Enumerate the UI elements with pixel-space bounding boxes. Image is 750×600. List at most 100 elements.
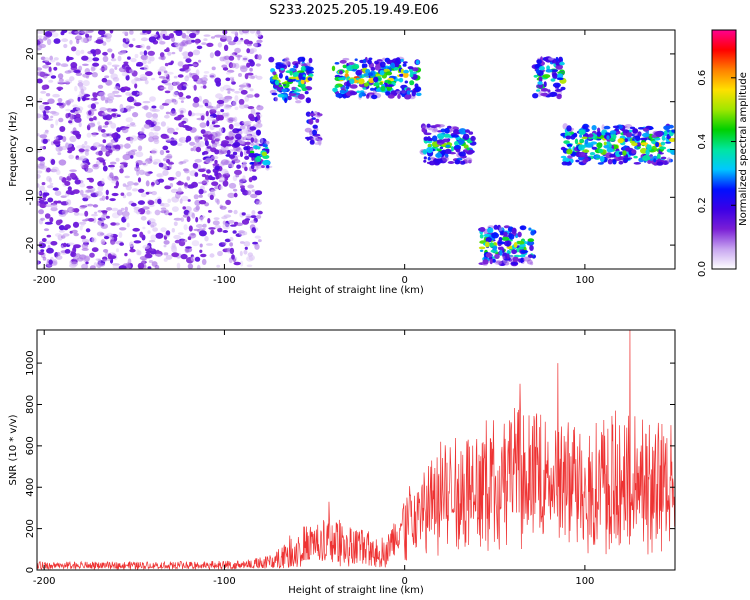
spectrogram-cell <box>230 62 237 69</box>
spectrogram-cell <box>272 76 279 80</box>
spectrogram-cell <box>178 137 183 143</box>
spectrogram-cell <box>217 250 223 257</box>
spectrogram-cell <box>62 242 67 248</box>
spectrogram-cell <box>314 142 322 146</box>
spectrogram-cell <box>169 110 177 116</box>
spectrogram-cell <box>169 183 174 188</box>
spectrogram-cell <box>242 231 248 236</box>
spectrogram-cell <box>173 221 178 227</box>
spectrogram-cell <box>160 30 168 37</box>
spectrogram-cell <box>112 90 120 94</box>
spectrogram-cell <box>261 165 265 169</box>
spectrogram-cell <box>107 92 116 98</box>
spectrogram-cell <box>655 130 663 138</box>
spectrogram-cell <box>37 113 42 119</box>
spectrogram-cell <box>120 207 125 211</box>
spectrogram-cell <box>387 80 392 85</box>
spectrogram-cell <box>240 260 244 267</box>
spectrogram-cell <box>127 181 134 186</box>
spectrogram-cell <box>281 82 288 85</box>
spectrogram-cell <box>157 178 165 183</box>
spectrogram-cell <box>204 140 209 147</box>
spectrogram-cell <box>44 213 51 219</box>
spectrogram-cell <box>233 192 238 198</box>
spectrogram-cell <box>491 232 499 239</box>
spectrogram-cell <box>502 255 506 260</box>
spectrogram-cell <box>198 194 203 198</box>
spectrogram-cell <box>122 31 129 34</box>
spectrogram-cell <box>198 200 207 205</box>
spectrogram-cell <box>287 79 294 83</box>
spectrogram-cell <box>119 168 124 174</box>
spectrogram-cell <box>180 239 188 243</box>
spectrogram-cell <box>220 109 225 113</box>
spectrogram-cell <box>46 247 54 254</box>
spectrogram-cell <box>160 121 166 127</box>
spectrogram-cell <box>231 254 235 260</box>
spectrogram-cell <box>101 133 110 138</box>
spectrogram-cell <box>412 67 419 72</box>
spectrogram-cell <box>69 191 75 195</box>
colorbar-tick-label: 0.4 <box>697 134 708 150</box>
spectrogram-cell <box>71 229 78 234</box>
spectrogram-cell <box>184 75 190 82</box>
spectrogram-cell <box>426 146 433 154</box>
snr-series-line <box>37 330 675 570</box>
spectrogram-cell <box>162 203 170 208</box>
spectrogram-cell <box>223 214 232 218</box>
spectrogram-cell <box>188 225 193 232</box>
spectrogram-cell <box>545 69 553 73</box>
spectrogram-cell <box>190 256 197 262</box>
spectrogram-cell <box>371 94 378 100</box>
spectrogram-cell <box>517 240 525 245</box>
spectrogram-cell <box>415 59 420 65</box>
spectrogram-cell <box>141 127 145 132</box>
spectrogram-cell <box>97 30 106 36</box>
spectrogram-cell <box>124 175 130 179</box>
spectrogram-cell <box>40 249 45 253</box>
spectrogram-cell <box>498 237 503 242</box>
spectrogram-cell <box>430 156 435 160</box>
spectrogram-cell <box>518 246 524 250</box>
spectrogram-cell <box>206 169 211 174</box>
spectrogram-cell <box>129 30 134 35</box>
spectrogram-cell <box>152 113 159 119</box>
spectrogram-cell <box>428 160 436 166</box>
spectrogram-cell <box>556 94 562 100</box>
spectrogram-cell <box>167 198 172 203</box>
spectrogram-cell <box>609 130 617 135</box>
spectrogram-cell <box>126 222 130 228</box>
spectrogram-cell <box>43 228 50 232</box>
spectrogram-cell <box>222 223 231 230</box>
spectrogram-cell <box>160 207 167 210</box>
spectrogram-cell <box>195 38 199 45</box>
spectrogram-cell <box>85 33 90 38</box>
spectrogram-cell <box>147 230 151 234</box>
spectrogram-cell <box>606 147 614 153</box>
spectrogram-cell <box>236 164 242 169</box>
spectrogram-cell <box>137 208 144 213</box>
spectrogram-cell <box>102 139 107 144</box>
spectrogram-cell <box>640 142 649 146</box>
spectrogram-cell <box>538 76 543 83</box>
x-tick-label: -200 <box>33 275 56 286</box>
spectrogram-cell <box>55 119 59 126</box>
spectrogram-cell <box>125 184 132 191</box>
spectrogram-cell <box>470 135 476 142</box>
spectrogram-cell <box>156 173 165 178</box>
spectrogram-cell <box>109 198 116 202</box>
spectrogram-cell <box>233 209 238 215</box>
spectrogram-cell <box>61 30 68 34</box>
spectrogram-cell <box>597 162 604 165</box>
spectrogram-cell <box>453 129 459 135</box>
spectrogram-cell <box>186 216 191 223</box>
spectrogram-cell <box>542 74 551 79</box>
spectrogram-cell <box>117 55 122 62</box>
spectrogram-cell <box>236 128 242 132</box>
spectrogram-cell <box>307 98 311 103</box>
spectrogram-cell <box>358 78 365 85</box>
spectrogram-cell <box>616 131 621 135</box>
spectrogram-cell <box>633 155 638 159</box>
spectrogram-cell <box>37 156 46 162</box>
